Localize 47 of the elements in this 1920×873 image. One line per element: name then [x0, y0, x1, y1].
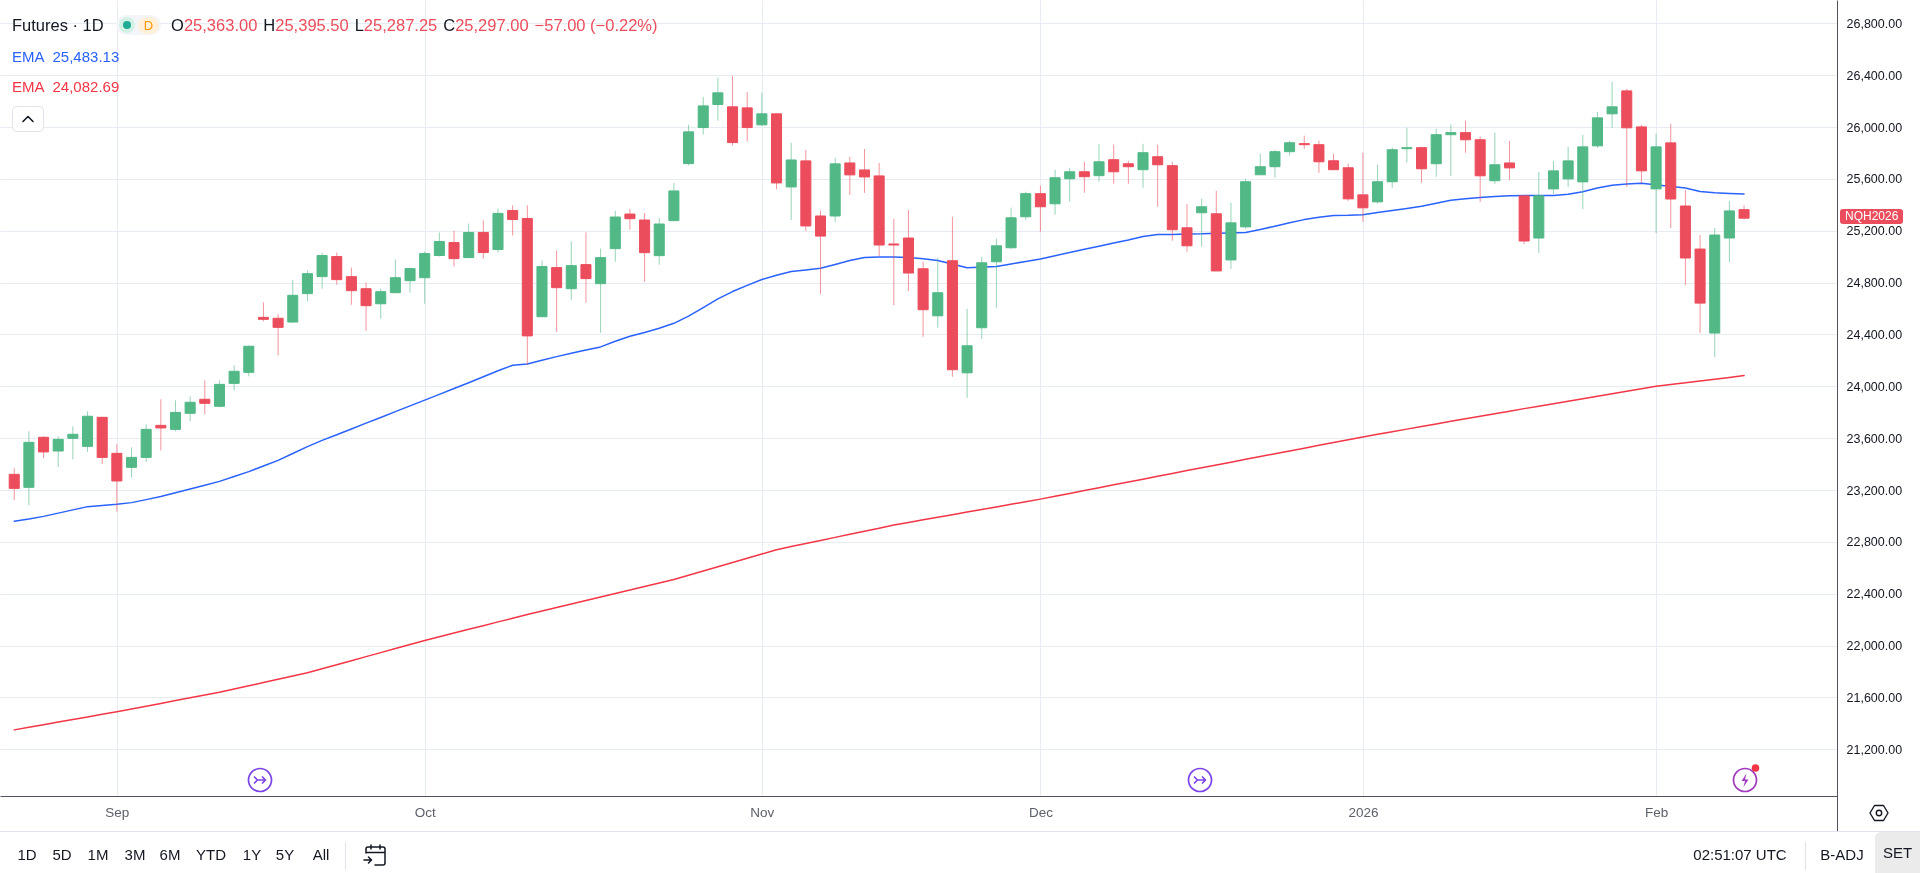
line-series: [13, 182, 1745, 522]
text: 6M: [159, 846, 181, 863]
y-tick-label: 21,200.00: [1846, 742, 1903, 757]
annotation: H25,395.50: [263, 15, 349, 34]
annotation: O25,363.00: [171, 15, 258, 34]
annotation: D: [137, 16, 160, 34]
text: 1D: [17, 846, 37, 863]
y-tick-label: 21,600.00: [1846, 690, 1903, 705]
y-tick-label: 25,200.00: [1846, 224, 1903, 239]
y-tick-label: 26,400.00: [1846, 68, 1903, 83]
y-tick-label: 24,000.00: [1846, 379, 1903, 394]
text: 3M: [124, 846, 146, 863]
y-tick-label: 25,600.00: [1846, 172, 1903, 187]
text: EMA: [12, 77, 45, 95]
annotation: L25,287.25: [354, 15, 438, 34]
text: 5Y: [275, 846, 295, 863]
text: Futures · 1D: [12, 15, 104, 35]
text: NQH2026: [1840, 209, 1904, 225]
annotation: C25,297.00: [443, 15, 529, 34]
text: 1Y: [242, 846, 262, 863]
y-tick-label: 22,000.00: [1846, 639, 1903, 654]
annotation: 25,483.13: [52, 47, 120, 65]
text: B-ADJ: [1820, 846, 1864, 863]
annotation: 24,082.69: [52, 77, 120, 95]
x-tick-label: Oct: [414, 804, 436, 820]
x-tick-label: Dec: [1028, 804, 1054, 820]
text: 5D: [52, 846, 72, 863]
x-tick-label: 2026: [1348, 804, 1379, 820]
line-series: [13, 374, 1745, 731]
text: EMA: [12, 47, 45, 65]
y-tick-label: 24,800.00: [1846, 276, 1903, 291]
annotation: −57.00 (−0.22%): [534, 15, 658, 35]
text: YTD: [196, 846, 226, 863]
y-tick-label: 22,800.00: [1846, 535, 1903, 550]
y-tick-label: 26,800.00: [1846, 16, 1903, 31]
text: All: [312, 846, 330, 863]
text: 02:51:07 UTC: [1693, 846, 1787, 863]
y-tick-label: 23,600.00: [1846, 431, 1903, 446]
y-tick-label: 22,400.00: [1846, 587, 1903, 602]
text: SET: [1882, 844, 1913, 861]
y-tick-label: 23,200.00: [1846, 483, 1903, 498]
text: 1M: [87, 846, 109, 863]
y-tick-label: 26,000.00: [1846, 120, 1903, 135]
y-tick-label: 24,400.00: [1846, 327, 1903, 342]
x-tick-label: Feb: [1644, 804, 1669, 820]
x-tick-label: Nov: [750, 804, 775, 820]
x-tick-label: Sep: [105, 804, 130, 820]
